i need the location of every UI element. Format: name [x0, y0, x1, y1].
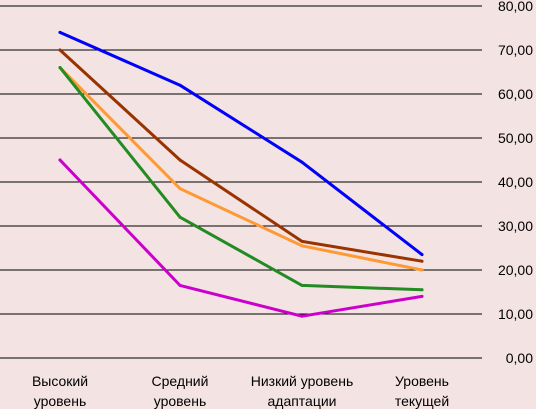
x-category-label-line: текущей: [395, 393, 449, 409]
y-tick-label: 70,00: [498, 42, 533, 58]
data-point: [300, 314, 304, 318]
x-category-label-line: уровень: [34, 393, 87, 409]
x-category-label: Средний уровень: [152, 373, 209, 409]
data-point: [58, 30, 62, 34]
data-point: [58, 66, 62, 70]
y-tick-label: 60,00: [498, 86, 533, 102]
y-tick-label: 40,00: [498, 174, 533, 190]
y-tick-label: 10,00: [498, 306, 533, 322]
data-point: [420, 268, 424, 272]
series-line-1: [58, 30, 424, 257]
data-point: [178, 283, 182, 287]
series-lines: [58, 30, 424, 318]
x-category-label: Низкий уровень адаптации: [251, 373, 354, 409]
x-category-label-line: уровень: [154, 393, 207, 409]
data-point: [178, 215, 182, 219]
data-point: [58, 158, 62, 162]
y-tick-label: 0,00: [506, 350, 533, 366]
series-line-2: [58, 48, 424, 263]
x-axis-category-labels: Высокий уровень Средний уровень Низкий урове…: [32, 373, 449, 409]
data-point: [420, 253, 424, 257]
series-line-5: [58, 158, 424, 318]
x-category-label: Высокий уровень: [32, 373, 88, 409]
x-category-label-line: адаптации: [267, 393, 336, 409]
data-point: [420, 259, 424, 263]
data-point: [178, 187, 182, 191]
x-category-label-line: Средний: [152, 373, 209, 389]
data-point: [300, 244, 304, 248]
data-point: [300, 283, 304, 287]
data-point: [300, 239, 304, 243]
data-point: [420, 288, 424, 292]
data-point: [178, 158, 182, 162]
y-tick-label: 80,00: [498, 0, 533, 14]
data-point: [300, 160, 304, 164]
y-tick-label: 50,00: [498, 130, 533, 146]
x-category-label-line: Уровень: [395, 373, 449, 389]
x-category-label: Уровень текущей: [395, 373, 449, 409]
y-tick-label: 20,00: [498, 262, 533, 278]
data-point: [58, 48, 62, 52]
x-category-label-line: Низкий уровень: [251, 373, 354, 389]
y-tick-label: 30,00: [498, 218, 533, 234]
series-line-4: [58, 66, 424, 292]
x-category-label-line: Высокий: [32, 373, 88, 389]
gridlines: [0, 5, 482, 359]
data-point: [178, 83, 182, 87]
data-point: [420, 294, 424, 298]
y-axis-tick-labels: 0,00 10,00 20,00 30,00 40,00 50,00 60,00 70,00 8…: [498, 0, 533, 366]
series-line-3: [58, 66, 424, 272]
